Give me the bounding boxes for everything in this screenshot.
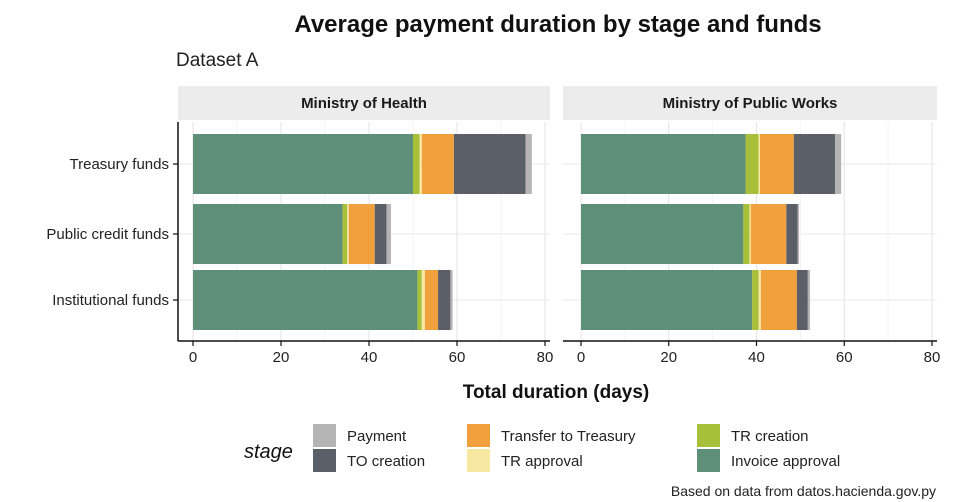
bar-segment-payment (386, 204, 391, 264)
bar-segment-transfer-to-treasury (421, 134, 454, 194)
bar-public-credit-funds (193, 204, 391, 264)
bar-segment-tr-approval (749, 204, 751, 264)
bar-segment-tr-approval (421, 270, 425, 330)
bar-segment-payment (525, 134, 532, 194)
y-axis: Treasury funds Public credit funds Institu… (46, 122, 179, 341)
x-tick-label: 60 (449, 349, 466, 366)
legend-label: TR approval (501, 453, 583, 470)
bar-segment-tr-approval (758, 270, 761, 330)
chart-subtitle: Dataset A (176, 50, 259, 71)
legend-title: stage (244, 441, 293, 463)
legend-item-payment: Payment (313, 424, 407, 447)
legend-item-tr-approval: TR approval (467, 449, 583, 472)
bar-public-credit-funds (581, 204, 800, 264)
legend: stage Payment TO creation Transfer to Trea… (244, 424, 840, 472)
chart-caption: Based on data from datos.hacienda.gov.py (671, 483, 936, 499)
panel-strip-label: Ministry of Public Works (663, 95, 838, 112)
panel-strip-label: Ministry of Health (301, 95, 427, 112)
bar-institutional-funds (581, 270, 811, 330)
x-tick-label: 0 (189, 349, 197, 366)
bar-institutional-funds (193, 270, 453, 330)
bar-segment-transfer-to-treasury (348, 204, 375, 264)
bar-segment-tr-creation (752, 270, 759, 330)
panel-strip (178, 86, 550, 120)
x-tick-label: 80 (537, 349, 554, 366)
bar-segment-tr-creation (342, 204, 347, 264)
panel-ministry-of-health: Ministry of Health 0 20 40 60 80 (178, 86, 553, 366)
bar-segment-tr-creation (413, 134, 420, 194)
legend-swatch (467, 424, 490, 447)
bar-segment-tr-approval (419, 134, 422, 194)
legend-item-to-creation: TO creation (313, 449, 425, 472)
x-tick-label: 20 (660, 349, 677, 366)
bar-segment-invoice-approval (193, 134, 413, 194)
legend-label: Transfer to Treasury (501, 428, 636, 445)
legend-swatch (697, 449, 720, 472)
x-axis-title: Total duration (days) (463, 382, 649, 403)
bar-segment-transfer-to-treasury (760, 270, 797, 330)
bar-segment-transfer-to-treasury (760, 134, 794, 194)
x-tick-label: 40 (748, 349, 765, 366)
bar-segment-tr-creation (743, 204, 750, 264)
bar-treasury-funds (581, 134, 842, 194)
bar-segment-payment (797, 204, 800, 264)
legend-item-transfer-to-treasury: Transfer to Treasury (467, 424, 636, 447)
bar-segment-to-creation (793, 134, 836, 194)
bar-segment-tr-approval (347, 204, 349, 264)
x-tick-label: 60 (836, 349, 853, 366)
bar-treasury-funds (193, 134, 532, 194)
legend-swatch (467, 449, 490, 472)
bar-segment-transfer-to-treasury (750, 204, 787, 264)
panel-strip (563, 86, 937, 120)
x-tick-label: 20 (273, 349, 290, 366)
y-tick-label: Institutional funds (52, 292, 169, 309)
x-tick-label: 80 (924, 349, 941, 366)
legend-swatch (697, 424, 720, 447)
bar-segment-invoice-approval (581, 270, 753, 330)
y-tick-label: Treasury funds (70, 156, 170, 173)
y-tick-label: Public credit funds (46, 226, 169, 243)
bar-segment-invoice-approval (581, 134, 746, 194)
bar-segment-tr-approval (758, 134, 761, 194)
legend-swatch (313, 449, 336, 472)
bar-segment-to-creation (796, 270, 808, 330)
bar-segment-transfer-to-treasury (424, 270, 439, 330)
legend-label: Payment (347, 428, 407, 445)
bar-segment-payment (835, 134, 842, 194)
bar-segment-to-creation (786, 204, 798, 264)
x-tick-label: 0 (577, 349, 585, 366)
panel-ministry-of-public-works: Ministry of Public Works 0 20 40 60 80 (563, 86, 940, 366)
bar-segment-payment (450, 270, 453, 330)
bar-segment-payment (807, 270, 811, 330)
bar-segment-invoice-approval (193, 204, 343, 264)
bar-segment-to-creation (453, 134, 526, 194)
bar-segment-to-creation (438, 270, 451, 330)
legend-label: TR creation (731, 428, 809, 445)
chart-title: Average payment duration by stage and fu… (294, 11, 821, 38)
legend-item-invoice-approval: Invoice approval (697, 449, 840, 472)
legend-swatch (313, 424, 336, 447)
bar-segment-invoice-approval (193, 270, 418, 330)
legend-label: Invoice approval (731, 453, 840, 470)
bar-segment-to-creation (374, 204, 387, 264)
legend-label: TO creation (347, 453, 425, 470)
bar-segment-tr-creation (417, 270, 422, 330)
bar-segment-tr-creation (745, 134, 759, 194)
x-tick-label: 40 (361, 349, 378, 366)
legend-item-tr-creation: TR creation (697, 424, 809, 447)
bar-segment-invoice-approval (581, 204, 744, 264)
